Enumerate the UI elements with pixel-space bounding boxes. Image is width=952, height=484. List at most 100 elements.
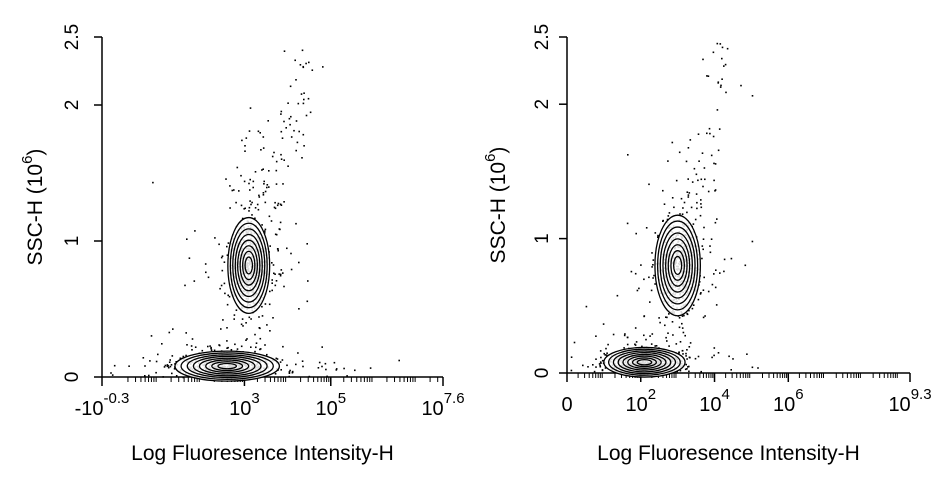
contour-ring xyxy=(627,355,662,369)
scatter-point xyxy=(714,286,717,289)
scatter-point xyxy=(240,204,243,207)
scatter-point xyxy=(244,150,246,152)
scatter-point xyxy=(271,282,273,284)
scatter-point xyxy=(688,365,690,368)
scatter-point xyxy=(279,274,282,277)
scatter-point xyxy=(257,130,260,133)
scatter-point xyxy=(592,364,594,366)
scatter-point xyxy=(309,111,312,114)
scatter-point xyxy=(279,221,282,224)
scatter-point xyxy=(268,303,271,306)
scatter-point xyxy=(175,375,178,377)
scatter-point xyxy=(626,343,629,346)
chart-panel-2: 0 1 2 2.5 0 102 104 106 109.3 Log Fluoresence Int… xyxy=(482,24,932,465)
scatter-point xyxy=(706,132,708,135)
scatter-point xyxy=(258,196,261,198)
scatter-point xyxy=(191,349,193,351)
scatter-point xyxy=(157,353,159,356)
scatter-point xyxy=(711,356,713,359)
contour-ring xyxy=(239,245,259,286)
scatter-point xyxy=(723,65,725,67)
scatter-point xyxy=(659,321,661,324)
scatter-point xyxy=(287,102,289,104)
scatter-point xyxy=(287,165,289,167)
scatter-point xyxy=(666,316,668,319)
scatter-point xyxy=(682,353,684,355)
scatter-point xyxy=(703,167,706,169)
scatter-point xyxy=(684,334,686,337)
contour-ring xyxy=(237,239,261,292)
contour-ring xyxy=(229,222,268,309)
scatter-point xyxy=(258,316,260,318)
scatter-points xyxy=(110,49,400,379)
scatter-point xyxy=(226,303,229,306)
scatter-point xyxy=(653,274,655,277)
scatter-point xyxy=(166,365,169,368)
scatter-point xyxy=(692,223,695,225)
scatter-point xyxy=(634,344,637,346)
scatter-point xyxy=(179,357,182,360)
scatter-point xyxy=(716,218,718,220)
contour-ring xyxy=(205,359,250,373)
scatter-point xyxy=(689,139,692,141)
scatter-point xyxy=(599,365,602,368)
y-tick-label: 0 xyxy=(532,368,553,379)
scatter-point xyxy=(636,289,639,292)
scatter-point xyxy=(707,75,710,77)
scatter-point xyxy=(654,232,657,234)
scatter-point xyxy=(593,370,596,373)
scatter-point xyxy=(162,376,164,378)
scatter-point xyxy=(600,356,602,359)
scatter-point xyxy=(684,368,687,371)
scatter-point xyxy=(288,375,290,378)
scatter-point xyxy=(274,373,277,375)
scatter-point xyxy=(269,245,271,247)
contour-ring xyxy=(227,216,271,315)
scatter-point xyxy=(681,349,684,352)
contour-ring xyxy=(232,228,266,303)
scatter-point xyxy=(712,135,715,138)
scatter-point xyxy=(695,193,698,195)
scatter-point xyxy=(261,305,263,308)
scatter-point xyxy=(700,370,702,373)
scatter-point xyxy=(229,207,231,209)
scatter-point xyxy=(275,160,278,163)
scatter-point xyxy=(274,284,277,287)
scatter-point xyxy=(288,117,291,120)
scatter-point xyxy=(272,264,275,266)
contour-ring xyxy=(631,357,658,368)
scatter-point xyxy=(398,359,400,362)
scatter-point xyxy=(710,154,713,157)
scatter-point xyxy=(168,331,171,334)
scatter-point xyxy=(649,301,651,303)
scatter-point xyxy=(369,367,372,369)
scatter-point xyxy=(570,369,573,372)
scatter-point xyxy=(274,273,276,275)
scatter-point xyxy=(172,328,174,330)
scatter-point xyxy=(651,266,653,268)
scatter-point xyxy=(643,315,646,317)
scatter-point xyxy=(707,190,710,193)
scatter-point xyxy=(194,230,196,232)
scatter-point xyxy=(595,358,597,360)
scatter-point xyxy=(241,217,244,220)
scatter-point xyxy=(277,248,279,250)
scatter-point xyxy=(662,189,664,192)
scatter-point xyxy=(194,346,197,348)
scatter-point xyxy=(273,206,276,209)
contour-ring xyxy=(211,361,244,372)
x-axis-label: Log Fluoresence Intensity-H xyxy=(597,442,860,465)
scatter-point xyxy=(230,349,233,351)
scatter-point xyxy=(170,364,173,366)
scatter-point xyxy=(240,323,243,326)
scatter-point xyxy=(254,350,256,353)
scatter-point xyxy=(266,353,268,356)
scatter-point xyxy=(717,352,720,354)
scatter-point xyxy=(229,185,231,187)
scatter-point xyxy=(271,289,273,292)
scatter-point xyxy=(643,278,645,281)
scatter-point xyxy=(723,270,725,273)
scatter-point xyxy=(678,352,680,354)
scatter-point xyxy=(703,226,705,229)
scatter-point xyxy=(717,149,720,152)
